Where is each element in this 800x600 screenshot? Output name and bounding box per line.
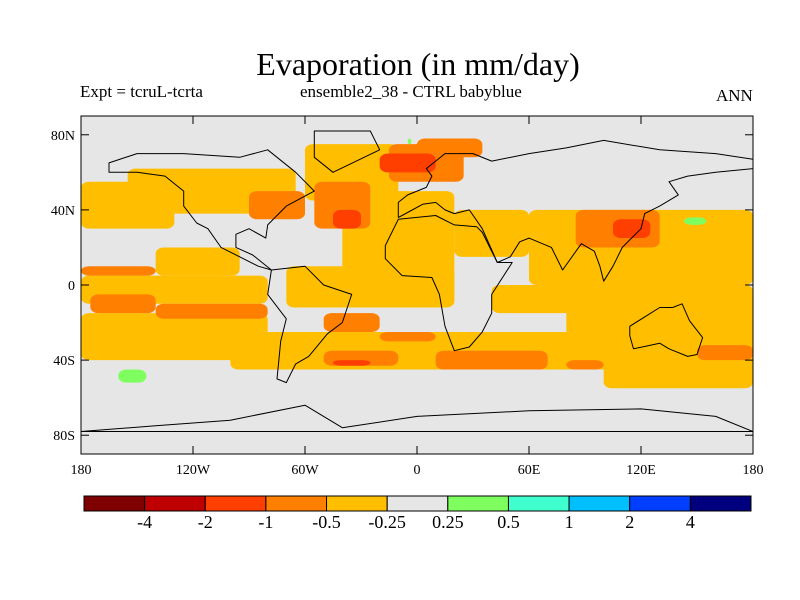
experiment-label: Expt = tcruL-tcrta (80, 82, 203, 101)
anomaly-region-2-2 (613, 219, 651, 239)
anomaly-region-3-1 (683, 217, 707, 225)
anomaly-region-1-11 (435, 350, 548, 370)
x-tick-label-6: 180 (743, 463, 764, 478)
anomaly-region-1-12 (566, 360, 604, 370)
anomaly-region-0-1 (81, 181, 175, 229)
colorbar-label-6: 0.5 (497, 512, 520, 532)
anomaly-region-2-3 (333, 360, 371, 366)
colorbar-label-7: 1 (565, 512, 574, 532)
coastline-north-america (108, 149, 315, 271)
colorbar-box-6 (447, 495, 509, 512)
y-tick-label-4: 80S (53, 429, 75, 444)
x-tick-label-0: 180 (71, 463, 92, 478)
anomaly-region-0-2 (155, 247, 240, 276)
coastline-south-america (267, 265, 353, 384)
ensemble-label: ensemble2_38 - CTRL babyblue (300, 82, 522, 101)
x-tick-label-5: 120E (626, 463, 656, 478)
y-tick-label-3: 40S (53, 354, 75, 369)
anomaly-region-3-0 (118, 369, 147, 383)
anomaly-region-0-11 (81, 313, 268, 361)
colorbar-box-1 (144, 495, 206, 512)
anomaly-region-1-9 (379, 331, 436, 342)
colorbar-label-9: 4 (686, 512, 695, 532)
colorbar-label-8: 2 (625, 512, 634, 532)
colorbar-box-3 (265, 495, 328, 512)
colorbar-label-2: -1 (258, 512, 273, 532)
colorbar-inner: -4 -2 -1 -0.5 -0.25 0.25 0.5 1 2 4 (83, 495, 752, 532)
coastline-greenland (313, 130, 381, 173)
colorbar-label-0: -4 (137, 512, 152, 532)
map-fields (81, 130, 753, 432)
map-plot-area: 180 120W 60W 0 60E 120E 180 80N 40N 0 40S 80S (51, 115, 764, 478)
colorbar-box-2 (204, 495, 267, 512)
x-tick-label-2: 60W (291, 463, 319, 478)
map-title: Evaporation (in mm/day) (256, 46, 580, 82)
colorbar-label-4: -0.25 (368, 512, 406, 532)
anomaly-region-1-13 (697, 345, 753, 361)
colorbar-box-9 (629, 495, 691, 512)
y-tick-label-2: 0 (68, 279, 75, 294)
coastline-eurasia (397, 139, 753, 282)
anomaly-region-0-10 (566, 294, 753, 342)
anomaly-region-1-6 (90, 294, 156, 314)
colorbar-label-1: -2 (198, 512, 213, 532)
colorbar-box-0 (83, 495, 146, 512)
anomaly-region-2-1 (379, 153, 436, 173)
season-label: ANN (716, 86, 753, 105)
coastline-antarctica (81, 404, 753, 432)
anomaly-region-3-2 (407, 138, 412, 145)
colorbar-label-5: 0.25 (432, 512, 464, 532)
anomaly-region-1-7 (155, 303, 268, 319)
colorbar-label-3: -0.5 (312, 512, 341, 532)
y-tick-label-1: 40N (51, 204, 75, 219)
anomaly-region-2-0 (333, 209, 361, 229)
colorbar-box-10 (689, 495, 752, 512)
x-tick-label-4: 60E (518, 463, 541, 478)
colorbar-box-7 (507, 495, 570, 512)
anomaly-region-1-8 (323, 313, 380, 332)
x-tick-label-3: 0 (414, 463, 421, 478)
anomaly-region-0-6 (454, 209, 529, 257)
x-tick-label-1: 120W (176, 463, 211, 478)
anomaly-region-1-0 (249, 191, 305, 220)
colorbar-box-4 (326, 495, 388, 512)
anomaly-region-1-3 (417, 138, 483, 158)
anomaly-region-0-14 (603, 360, 753, 389)
colorbar-box-8 (568, 495, 631, 512)
anomaly-region-1-5 (81, 266, 156, 276)
coastline-africa (384, 215, 513, 352)
coastline-australia (629, 303, 704, 357)
colorbar-box-5 (386, 495, 449, 512)
y-tick-label-0: 80N (51, 129, 75, 144)
